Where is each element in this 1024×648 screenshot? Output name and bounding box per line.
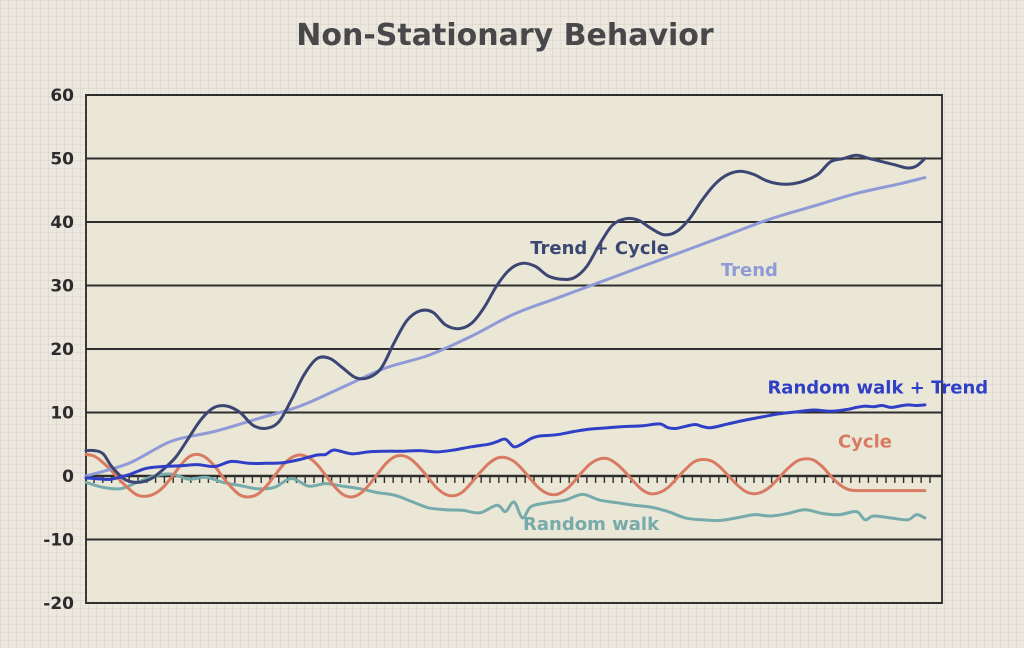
series-label-random-walk: Random walk — [523, 514, 660, 535]
y-tick-label: 50 — [50, 150, 74, 170]
y-axis-ticks: -20 -10 0 10 20 30 40 50 60 — [43, 86, 74, 614]
y-tick-label: 10 — [50, 404, 74, 424]
series-line-trend — [84, 176, 927, 478]
series-line-random-walk — [84, 472, 927, 523]
y-tick-label: -20 — [43, 594, 74, 614]
y-tick-label: 30 — [50, 277, 74, 297]
series-label-random-walk-trend: Random walk + Trend — [767, 377, 988, 398]
series-label-trend: Trend — [721, 260, 778, 281]
series-line-trend-cycle — [84, 153, 927, 484]
y-tick-label: -10 — [43, 531, 74, 551]
series-line-random-walk-trend — [84, 403, 927, 482]
chart-title: Non-Stationary Behavior — [296, 18, 714, 53]
y-tick-label: 60 — [50, 86, 74, 106]
series-labels: Trend + Cycle Trend Random walk + Trend Cyc… — [523, 238, 988, 535]
series-label-cycle: Cycle — [838, 431, 892, 452]
series-line-cycle — [84, 452, 927, 499]
y-tick-label: 40 — [50, 213, 74, 233]
series-lines — [84, 153, 927, 523]
y-tick-label: 20 — [50, 340, 74, 360]
y-tick-label: 0 — [62, 467, 74, 487]
series-label-trend-cycle: Trend + Cycle — [530, 238, 669, 259]
